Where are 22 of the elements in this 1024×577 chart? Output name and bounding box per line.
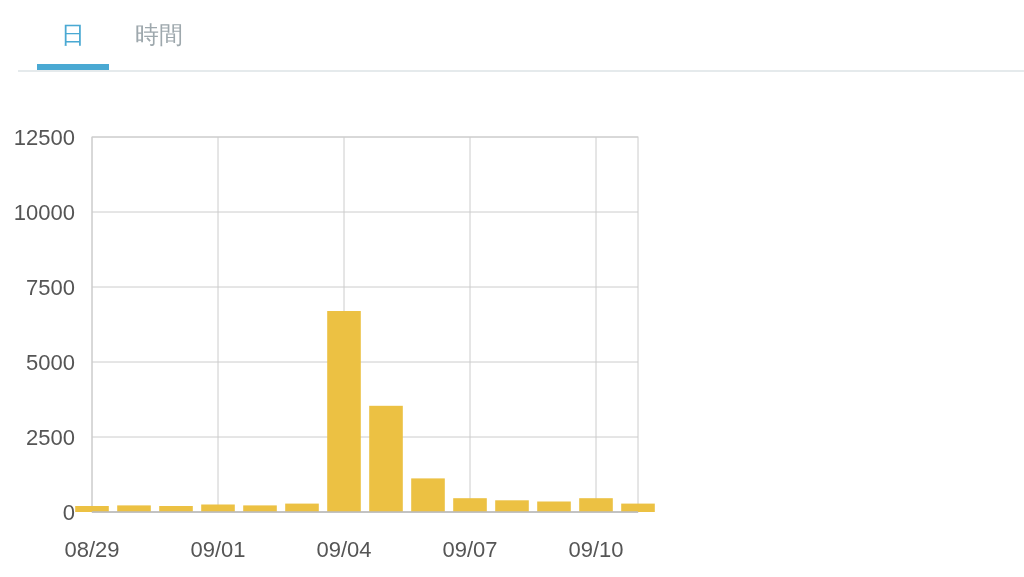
y-tick-label: 0: [62, 500, 75, 525]
bar: [411, 478, 445, 512]
bar: [621, 503, 655, 512]
y-tick-label: 5000: [26, 350, 75, 375]
y-tick-label: 12500: [13, 125, 75, 150]
tabs: 日 時間: [17, 21, 1024, 72]
bar: [117, 505, 151, 512]
bar: [579, 498, 613, 512]
bar: [327, 311, 361, 512]
y-tick-label: 2500: [26, 425, 75, 450]
x-tick-label: 08/29: [64, 537, 120, 562]
x-tick-label: 09/10: [568, 537, 624, 562]
x-tick-label: 09/01: [190, 537, 246, 562]
y-tick-label: 7500: [26, 275, 75, 300]
x-tick-label: 09/07: [442, 537, 498, 562]
x-tick-label: 09/04: [316, 537, 372, 562]
y-tick-label: 10000: [13, 200, 75, 225]
bar: [369, 405, 403, 512]
bar: [243, 505, 277, 512]
bar: [495, 500, 529, 512]
bar: [453, 498, 487, 512]
bar: [75, 506, 109, 512]
